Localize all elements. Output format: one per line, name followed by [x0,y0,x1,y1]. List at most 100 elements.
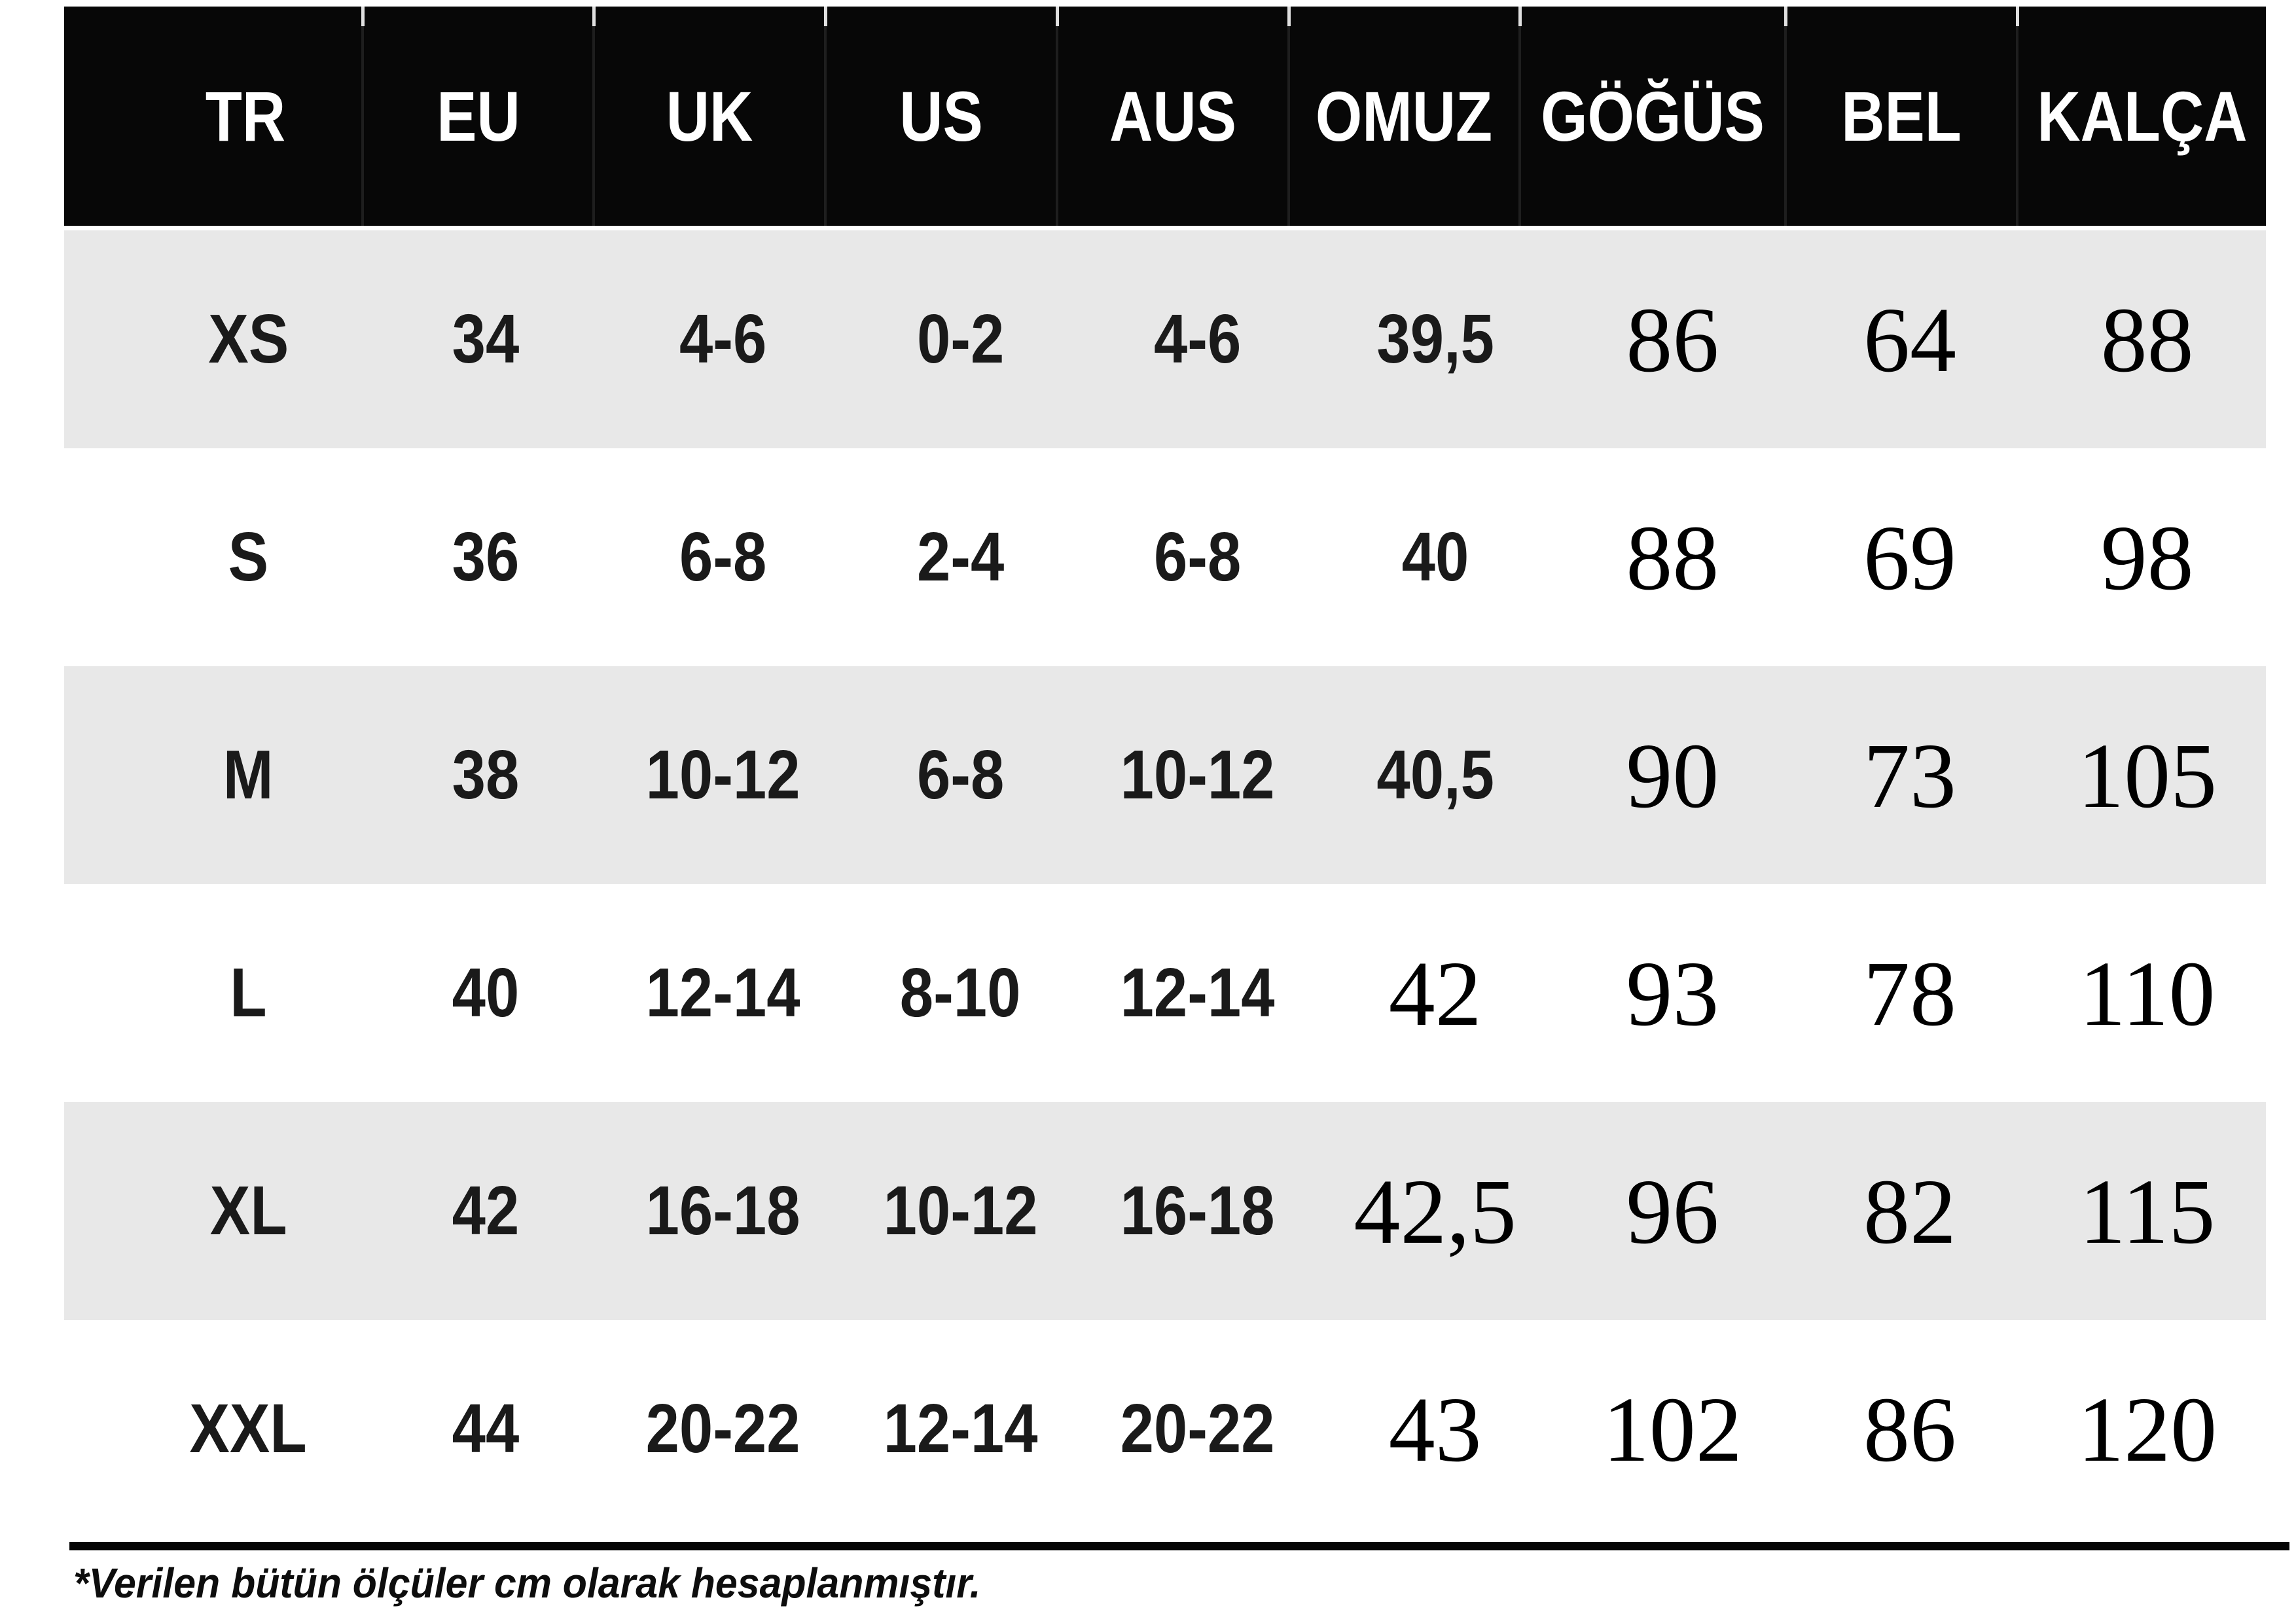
cell-value: 43 [1388,1377,1482,1481]
cell-value: 82 [1863,1159,1956,1263]
cell-value: 78 [1863,941,1956,1045]
cell-value: 102 [1602,1377,1742,1481]
cell-omuz: 42,5 [1316,1102,1554,1320]
size-chart-table: XS 34 4-6 0-2 4-6 39,5 86 64 88 S 36 6-8 2-4 6-8 40 88 6… [64,230,2266,1538]
cell-value: M [223,736,274,813]
cell-value: 8-10 [900,954,1021,1031]
cell-value: 6-8 [679,518,767,596]
cell-uk: 12-14 [604,884,842,1102]
cell-kalça: 98 [2028,448,2266,666]
cell-value: 88 [2100,287,2194,391]
cell-value: 40 [1401,518,1469,596]
cell-value: 12-14 [883,1390,1038,1467]
cell-value: 42 [1388,941,1482,1045]
cell-value: 16-18 [645,1172,800,1249]
cell-value: 42,5 [1354,1159,1516,1263]
cell-aus: 4-6 [1079,230,1317,448]
column-header-kalça: KALÇA [2016,7,2266,226]
cell-uk: 10-12 [604,666,842,884]
cell-uk: 4-6 [604,230,842,448]
cell-uk: 6-8 [604,448,842,666]
cell-omuz: 43 [1316,1320,1554,1538]
column-header-label: UK [666,77,753,156]
cell-kalça: 115 [2028,1102,2266,1320]
cell-us: 2-4 [842,448,1079,666]
cell-bel: 69 [1791,448,2029,666]
cell-aus: 16-18 [1079,1102,1317,1320]
cell-value: 6-8 [1154,518,1242,596]
cell-tr: XS [130,230,367,448]
cell-aus: 10-12 [1079,666,1317,884]
cell-value: XXL [189,1390,308,1467]
column-header-label: GÖĞÜS [1541,77,1765,156]
table-row-xxl: XXL 44 20-22 12-14 20-22 43 102 86 120 [64,1320,2266,1538]
cell-value: 12-14 [645,954,800,1031]
column-header-us: US [824,7,1056,226]
cell-value: 20-22 [1121,1390,1275,1467]
column-header-label: KALÇA [2037,77,2248,156]
cell-göğüs: 86 [1554,230,1791,448]
cell-value: 4-6 [679,300,767,378]
cell-göğüs: 102 [1554,1320,1791,1538]
column-header-uk: UK [592,7,824,226]
cell-value: S [228,518,269,596]
cell-kalça: 120 [2028,1320,2266,1538]
cell-göğüs: 93 [1554,884,1791,1102]
cell-göğüs: 90 [1554,666,1791,884]
column-header-label: BEL [1841,77,1962,156]
column-header-bel: BEL [1784,7,2016,226]
table-row-xs: XS 34 4-6 0-2 4-6 39,5 86 64 88 [64,230,2266,448]
cell-tr: M [130,666,367,884]
cell-eu: 34 [367,230,605,448]
cell-us: 12-14 [842,1320,1079,1538]
cell-value: 73 [1863,723,1956,827]
cell-bel: 73 [1791,666,2029,884]
cell-kalça: 105 [2028,666,2266,884]
cell-eu: 44 [367,1320,605,1538]
cell-bel: 86 [1791,1320,2029,1538]
cell-value: 86 [1863,1377,1956,1481]
column-header-aus: AUS [1055,7,1287,226]
column-header-label: TR [205,77,286,156]
cell-eu: 42 [367,1102,605,1320]
cell-value: 90 [1626,723,1719,827]
cell-value: 36 [452,518,520,596]
column-header-label: OMUZ [1316,77,1493,156]
cell-omuz: 42 [1316,884,1554,1102]
table-header: TR EU UK US AUS OMUZ GÖĞÜS BEL KALÇA [64,7,2266,226]
cell-value: XL [209,1172,287,1249]
cell-value: 10-12 [1121,736,1275,813]
cell-us: 6-8 [842,666,1079,884]
cell-value: 64 [1863,287,1956,391]
cell-value: 20-22 [645,1390,800,1467]
cell-göğüs: 96 [1554,1102,1791,1320]
cell-tr: XXL [130,1320,367,1538]
cell-value: 4-6 [1154,300,1242,378]
cell-value: 40 [452,954,520,1031]
cell-tr: S [130,448,367,666]
cell-value: 34 [452,300,520,378]
cell-value: 120 [2077,1377,2217,1481]
cell-value: 115 [2079,1159,2215,1263]
cell-value: 6-8 [916,736,1004,813]
divider-rule [69,1542,2289,1550]
cell-value: 88 [1626,505,1719,609]
measurement-footnote: *Verilen bütün ölçüler cm olarak hesapla… [73,1560,981,1607]
cell-aus: 6-8 [1079,448,1317,666]
table-row-l: L 40 12-14 8-10 12-14 42 93 78 110 [64,884,2266,1102]
cell-aus: 12-14 [1079,884,1317,1102]
cell-value: L [230,954,267,1031]
column-header-label: EU [436,77,520,156]
table-row-s: S 36 6-8 2-4 6-8 40 88 69 98 [64,448,2266,666]
cell-eu: 38 [367,666,605,884]
table-row-xl: XL 42 16-18 10-12 16-18 42,5 96 82 115 [64,1102,2266,1320]
cell-value: 12-14 [1121,954,1275,1031]
cell-uk: 20-22 [604,1320,842,1538]
cell-value: 44 [452,1390,520,1467]
cell-value: 10-12 [645,736,800,813]
cell-value: 40,5 [1376,736,1494,813]
cell-value: 10-12 [883,1172,1038,1249]
cell-kalça: 110 [2028,884,2266,1102]
cell-omuz: 39,5 [1316,230,1554,448]
